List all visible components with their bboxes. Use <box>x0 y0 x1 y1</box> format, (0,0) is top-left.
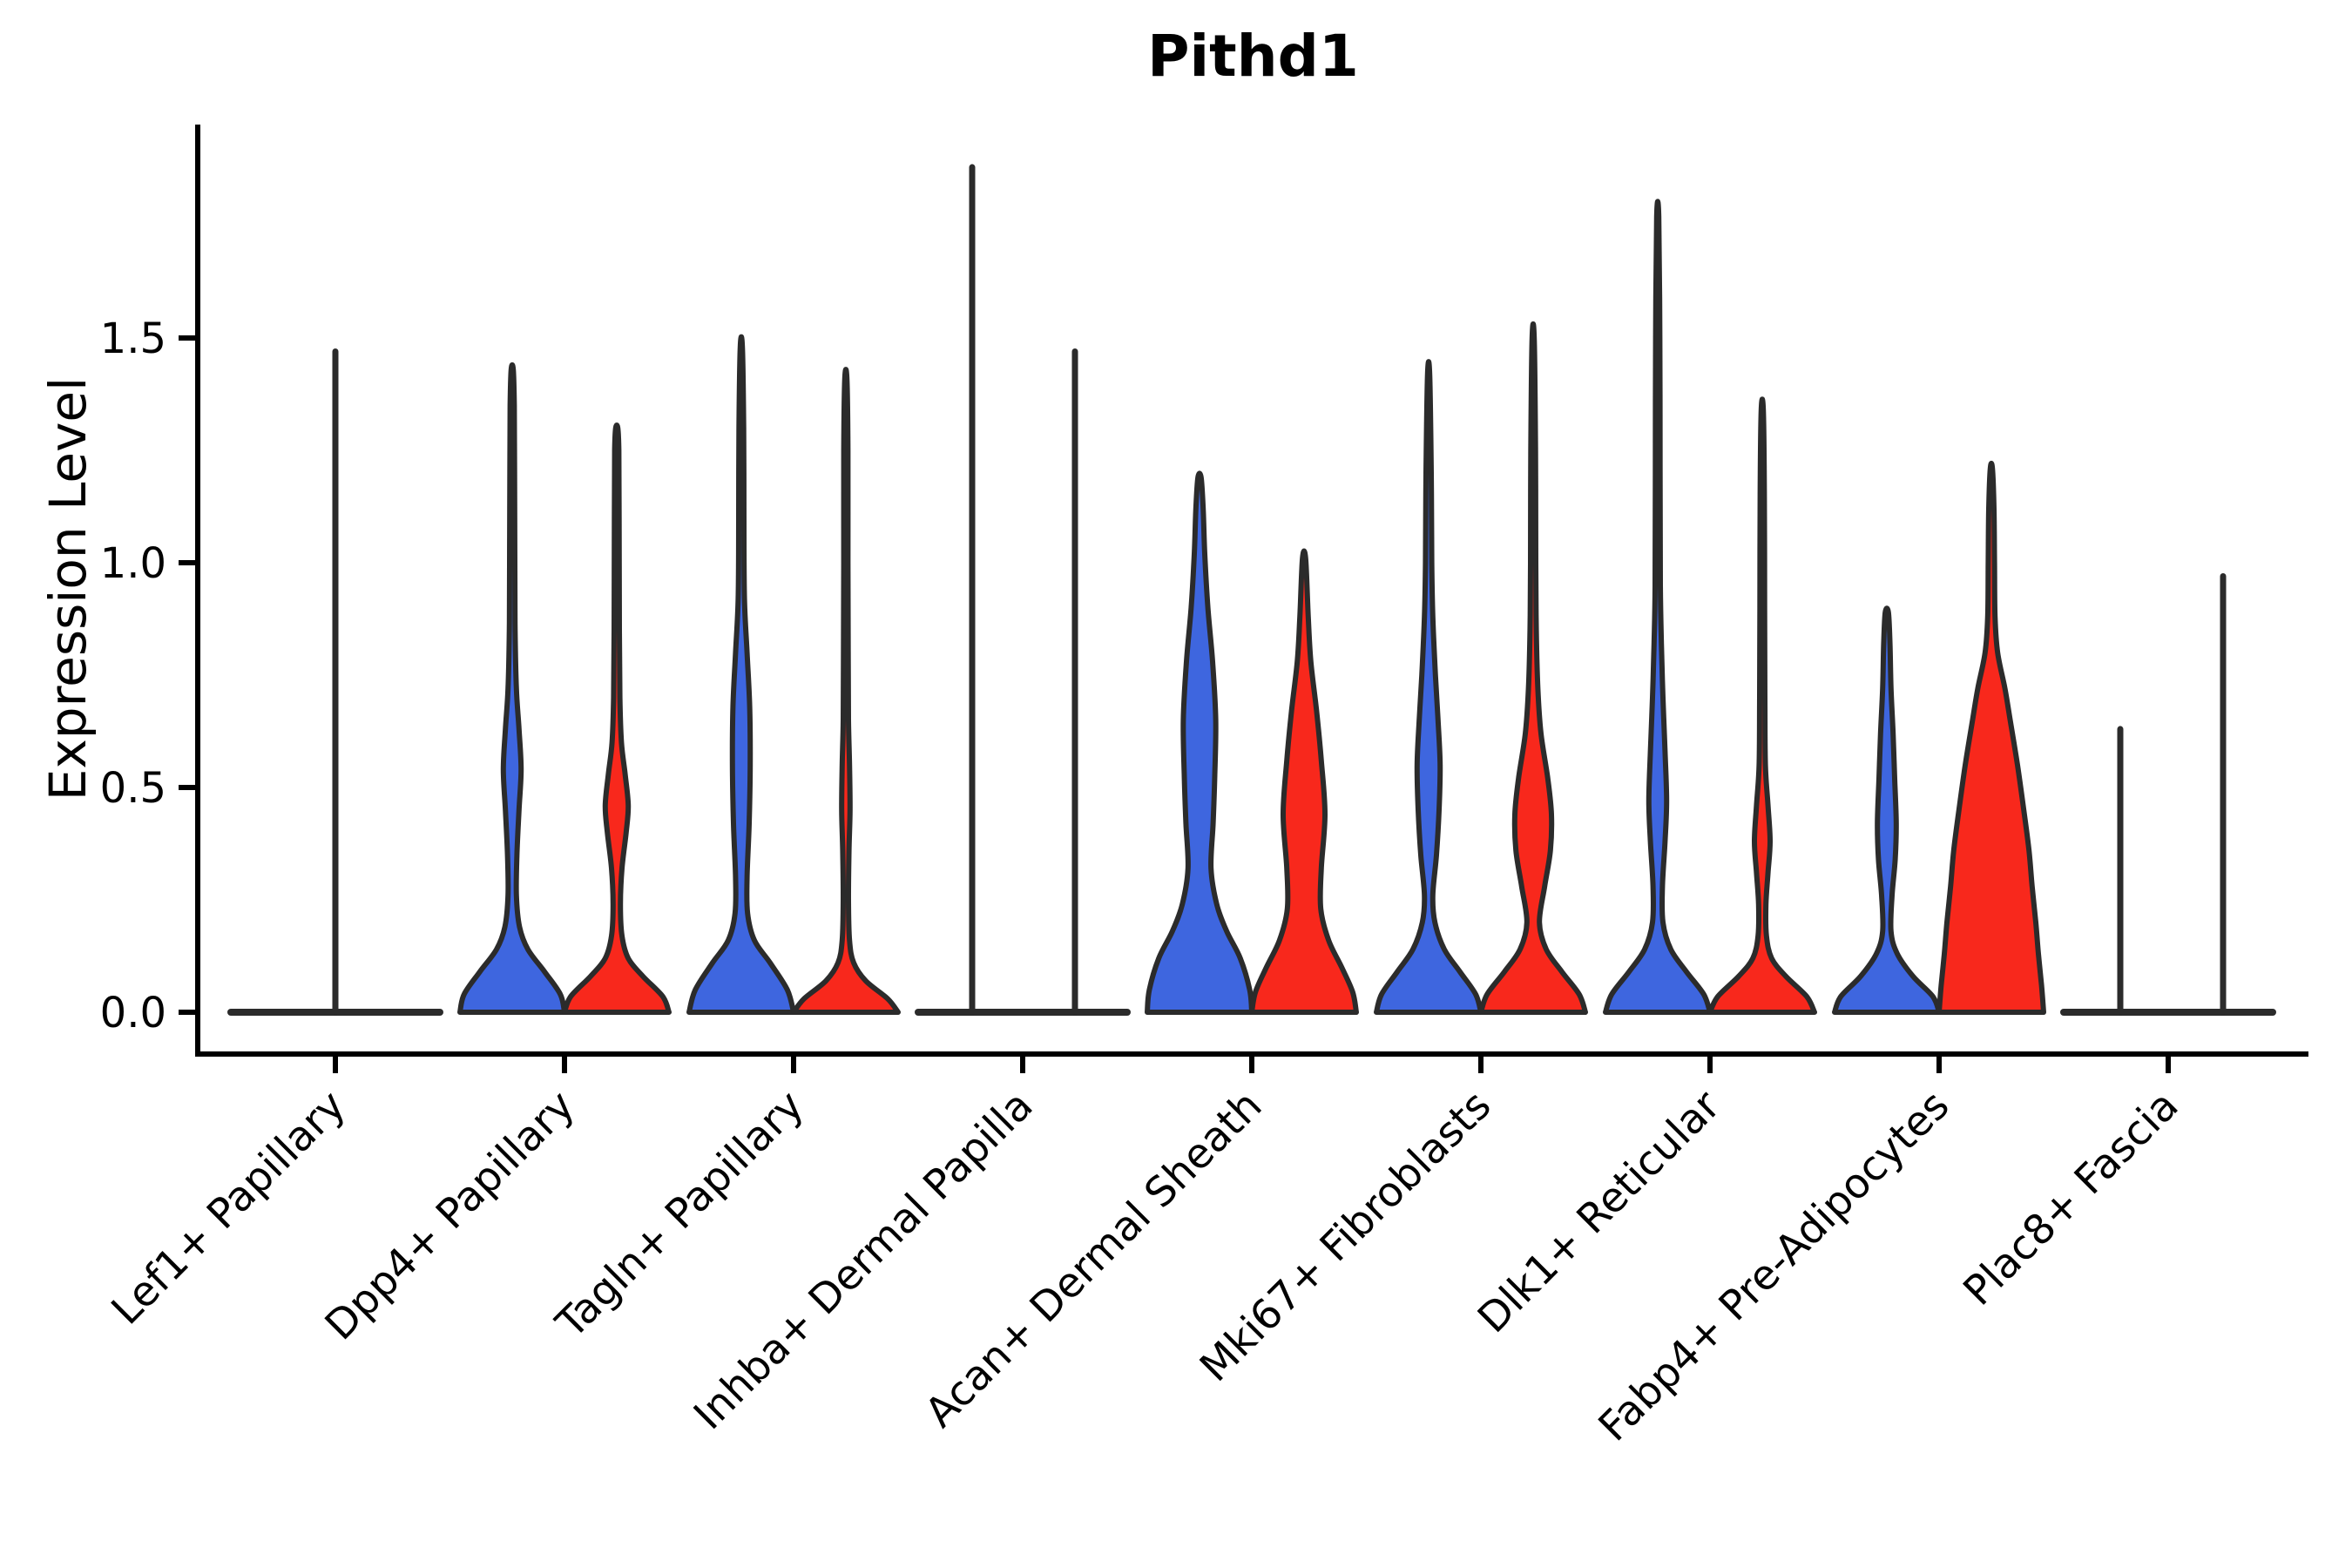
y-tick-label-1.5: 1.5 <box>100 314 166 363</box>
x-tick-label-2: Tagln+ Papillary <box>547 1082 814 1348</box>
violin-4-red <box>1249 548 1359 1015</box>
violin-1-red <box>562 422 672 1015</box>
x-tick-label-6: Dlk1+ Reticular <box>1469 1081 1730 1342</box>
violin-2-red <box>791 367 901 1015</box>
violin-7-blue <box>1832 605 1942 1015</box>
violin-6-blue <box>1603 199 1713 1015</box>
violin-5-blue <box>1374 359 1484 1015</box>
x-tick-label-8: Plac8+ Fascia <box>1955 1082 2188 1315</box>
y-tick-label-0.5: 0.5 <box>100 764 166 813</box>
violin-7-red <box>1936 460 2046 1015</box>
y-tick-label-0.0: 0.0 <box>100 989 166 1037</box>
violin-1-blue <box>457 362 567 1015</box>
y-tick-label-1.0: 1.0 <box>100 539 166 588</box>
x-tick-label-1: Dpp4+ Papillary <box>316 1082 585 1350</box>
x-tick-label-0: Lef1+ Papillary <box>103 1082 355 1335</box>
violin-2-blue <box>686 334 796 1015</box>
plot-title: Pithd1 <box>1147 23 1359 90</box>
violin-5-red <box>1478 321 1588 1015</box>
violin-4-blue <box>1145 470 1254 1015</box>
violin-6-red <box>1707 396 1817 1015</box>
